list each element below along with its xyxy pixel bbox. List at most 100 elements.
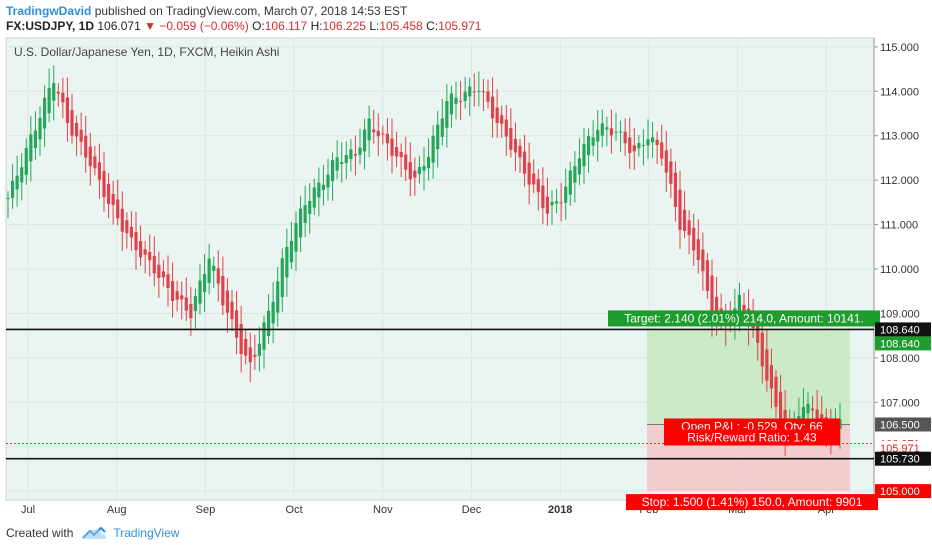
created-with-text: Created with [6,526,74,540]
candle-body [129,226,134,238]
candle-body [436,124,440,150]
candle-body [618,131,623,133]
candle-body [308,200,312,215]
y-tick-label: 111.000 [880,220,918,232]
candle-body [312,187,316,208]
candle-body [253,354,257,357]
tradingview-brand[interactable]: TradingView [113,526,180,540]
candle-body [609,128,614,136]
candle-body [513,138,518,153]
candle-body [573,166,577,183]
candle-body [207,258,211,284]
candle-body [335,157,339,171]
author-link[interactable]: TradingwDavid [6,4,92,18]
candle-body [495,107,499,123]
candle-body [774,376,778,407]
candle-body [65,97,70,123]
candle-body [481,91,486,93]
candle-body [660,142,664,159]
target-label-text: Target: 2.140 (2.01%) 214.0, Amount: 101… [624,311,864,325]
x-tick-label: 2018 [548,504,572,516]
risk-reward-label-bg [664,429,840,446]
candle-body [820,414,824,420]
candle-body [106,184,111,204]
candle-body [673,172,678,207]
candle-body [655,139,659,146]
candle-body [111,194,115,206]
candle-body [454,97,458,104]
candle-body [97,162,102,180]
candle-body [93,156,97,169]
candle-body [161,271,166,278]
candle-body [367,118,371,141]
candle-body [138,241,143,258]
price-tag-text: 106.500 [880,419,920,431]
price-tag-bg [875,484,931,499]
candle-body [102,170,106,198]
price-tag-text: 105.000 [880,486,920,498]
candle-body [157,264,161,278]
candle-body [705,260,710,291]
price-tag: 108.640 [875,336,931,351]
candle-body [248,347,252,363]
candle-body [29,134,33,162]
candle-body [353,154,358,156]
publish-info: TradingwDavid published on TradingView.c… [6,4,407,18]
y-tick-label: 114.000 [880,86,919,98]
candle-body [148,251,152,261]
candle-body [765,349,769,381]
candle-body [577,158,582,175]
candle-body [632,145,636,152]
candle-body [70,110,74,136]
candle-body [682,209,687,231]
candle-body [38,117,42,140]
candle-body [362,129,367,152]
candles [6,65,842,456]
candle-body [522,151,527,174]
candle-body [554,201,559,204]
candle-body [417,166,422,175]
stop-label-text: Stop: 1.500 (1.41%) 150.0, Amount: 9901 [642,495,863,509]
candle-body [212,265,216,271]
candle-body [801,407,806,420]
price-tag: 106.500 [875,417,931,432]
candle-body [532,173,536,185]
x-tick-label: Oct [286,504,303,516]
candle-body [125,220,129,234]
candle-body [701,249,705,272]
candle-body [404,154,408,170]
candle-body [568,170,572,195]
x-tick-label: Jul [21,504,35,516]
candle-body [714,296,719,320]
candle-body [56,91,60,94]
candle-body [536,178,540,193]
candle-body [116,199,120,219]
candle-body [390,138,394,156]
candle-body [33,130,38,148]
candle-body [664,150,668,173]
low-value: 105.458 [379,19,423,33]
candle-body [440,118,444,137]
x-tick-label: Nov [373,504,393,516]
candle-body [372,129,376,133]
candle-body [244,339,248,356]
candle-body [189,304,193,319]
candle-body [815,409,819,420]
candle-body [422,166,426,171]
candle-body [184,297,188,311]
target-label-bg [608,310,880,327]
y-tick-label: 109.000 [880,308,920,320]
candle-body [317,182,321,198]
candle-body [504,119,508,137]
candle-body [692,227,696,251]
candle-body [477,90,481,92]
candle-body [234,310,239,338]
risk-reward-label: Risk/Reward Ratio: 1.43 [664,429,840,446]
candle-body [134,232,138,251]
candle-body [330,160,335,182]
candle-body [641,145,646,147]
candle-body [52,83,56,101]
candle-body [472,91,476,93]
candle-body [280,258,284,297]
